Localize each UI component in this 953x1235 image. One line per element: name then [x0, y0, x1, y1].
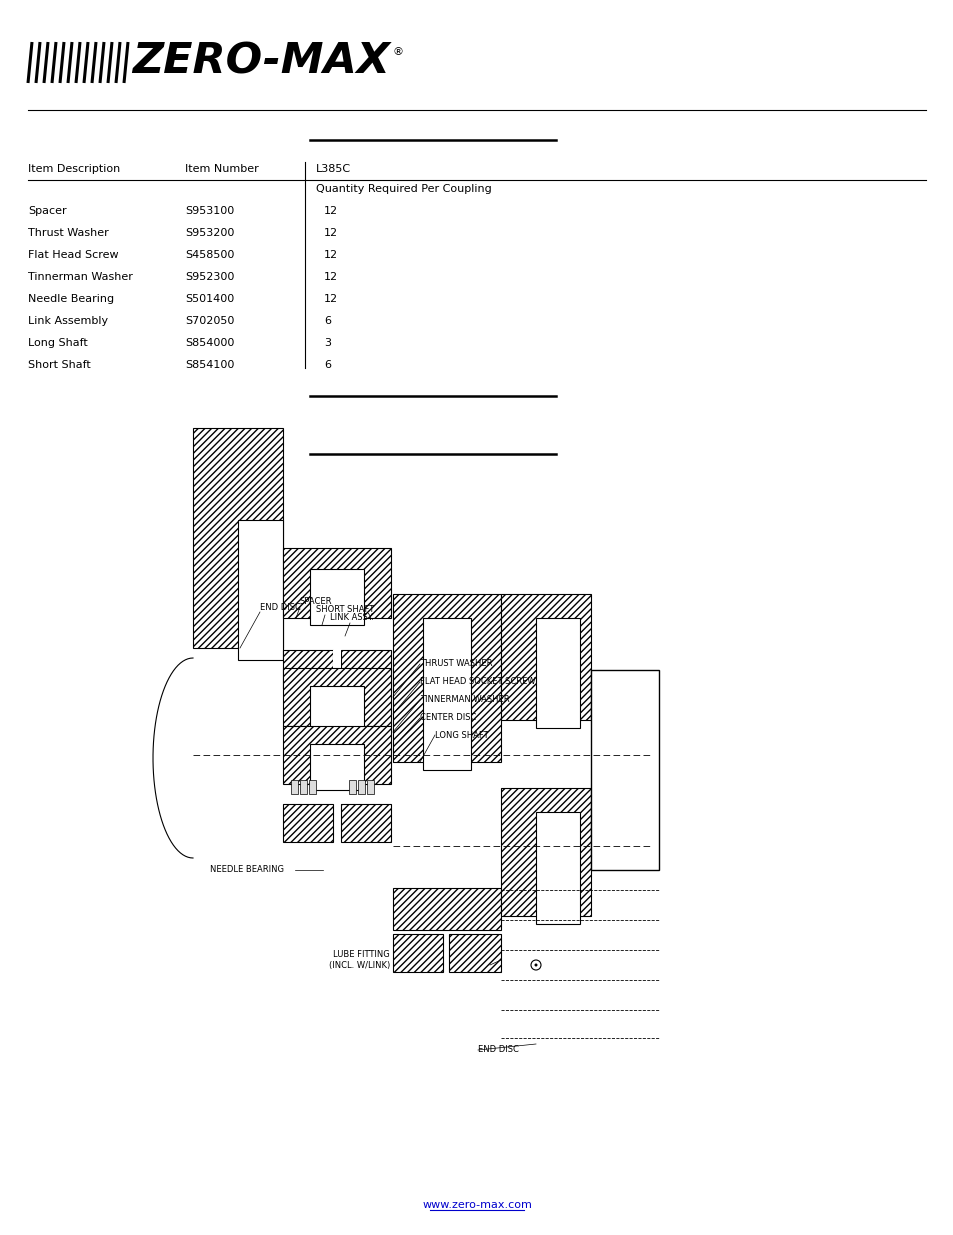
Bar — [291, 781, 297, 794]
Bar — [340, 804, 391, 842]
Circle shape — [534, 963, 537, 967]
Bar — [590, 671, 659, 869]
Bar — [449, 934, 500, 972]
Bar — [333, 650, 340, 688]
Text: S702050: S702050 — [185, 316, 234, 326]
Text: Short Shaft: Short Shaft — [28, 359, 91, 370]
Text: S952300: S952300 — [185, 272, 234, 282]
Bar — [283, 668, 391, 726]
Bar — [367, 680, 374, 694]
Bar — [393, 594, 500, 762]
Bar — [393, 888, 500, 930]
Text: END DISC: END DISC — [260, 603, 300, 613]
Bar — [309, 781, 315, 794]
Text: Needle Bearing: Needle Bearing — [28, 294, 114, 304]
Text: 12: 12 — [324, 228, 337, 238]
Bar — [349, 781, 355, 794]
Bar — [500, 594, 590, 720]
Text: L385C: L385C — [315, 164, 351, 174]
Text: 6: 6 — [324, 359, 331, 370]
Text: Quantity Required Per Coupling: Quantity Required Per Coupling — [315, 184, 491, 194]
Text: Thrust Washer: Thrust Washer — [28, 228, 109, 238]
Text: SPACER: SPACER — [299, 597, 333, 606]
Bar — [340, 804, 391, 842]
Text: Item Description: Item Description — [28, 164, 120, 174]
Text: Spacer: Spacer — [28, 206, 67, 216]
Text: LINK ASSY.: LINK ASSY. — [330, 613, 374, 622]
Bar — [283, 726, 391, 784]
Text: 12: 12 — [324, 272, 337, 282]
Text: Long Shaft: Long Shaft — [28, 338, 88, 348]
Bar — [349, 680, 355, 694]
Bar — [422, 618, 471, 769]
Text: S953200: S953200 — [185, 228, 234, 238]
Bar — [283, 726, 391, 784]
Text: 12: 12 — [324, 294, 337, 304]
Text: www.zero-max.com: www.zero-max.com — [421, 1200, 532, 1210]
Bar — [193, 429, 283, 648]
Bar — [283, 804, 333, 842]
Bar — [393, 594, 500, 762]
Text: S501400: S501400 — [185, 294, 234, 304]
Bar — [340, 650, 391, 688]
Bar — [340, 650, 391, 688]
Bar — [283, 804, 333, 842]
Bar — [393, 934, 442, 972]
Bar — [237, 520, 283, 659]
Text: LONG SHAFT: LONG SHAFT — [435, 730, 488, 740]
Text: FLAT HEAD SOCKET SCREW: FLAT HEAD SOCKET SCREW — [419, 678, 535, 687]
Text: S854000: S854000 — [185, 338, 234, 348]
Text: Flat Head Screw: Flat Head Screw — [28, 249, 118, 261]
Bar — [357, 680, 365, 694]
Bar — [283, 650, 333, 688]
Text: CENTER DISC: CENTER DISC — [419, 714, 476, 722]
Bar — [310, 685, 364, 732]
Circle shape — [531, 960, 540, 969]
Text: Link Assembly: Link Assembly — [28, 316, 108, 326]
Bar — [449, 934, 500, 972]
Text: 12: 12 — [324, 206, 337, 216]
Bar — [393, 934, 442, 972]
Bar — [500, 788, 590, 916]
Text: ZERO-MAX: ZERO-MAX — [132, 41, 390, 83]
Text: NEEDLE BEARING: NEEDLE BEARING — [210, 866, 284, 874]
Text: Item Number: Item Number — [185, 164, 258, 174]
Text: S854100: S854100 — [185, 359, 234, 370]
Bar — [393, 888, 500, 930]
Text: 12: 12 — [324, 249, 337, 261]
Bar — [283, 650, 333, 688]
Bar — [310, 569, 364, 625]
Bar — [536, 618, 579, 727]
Text: 6: 6 — [324, 316, 331, 326]
Text: END DISC: END DISC — [477, 1046, 518, 1055]
Bar — [310, 743, 364, 790]
Text: ®: ® — [393, 47, 403, 57]
Bar — [500, 594, 590, 720]
Text: S458500: S458500 — [185, 249, 234, 261]
Bar — [299, 781, 307, 794]
Text: Tinnerman Washer: Tinnerman Washer — [28, 272, 132, 282]
Bar — [367, 781, 374, 794]
Bar — [357, 781, 365, 794]
Bar — [309, 680, 315, 694]
Bar — [536, 811, 579, 924]
Bar — [500, 788, 590, 916]
Bar — [299, 680, 307, 694]
Text: S953100: S953100 — [185, 206, 234, 216]
Bar — [283, 548, 391, 618]
Bar — [283, 548, 391, 618]
Text: 3: 3 — [324, 338, 331, 348]
Bar — [291, 680, 297, 694]
Text: LUBE FITTING
(INCL. W/LINK): LUBE FITTING (INCL. W/LINK) — [329, 950, 390, 969]
Text: THRUST WASHER: THRUST WASHER — [419, 659, 492, 668]
Bar — [283, 668, 391, 726]
Text: TINNERMAN WASHER: TINNERMAN WASHER — [419, 695, 509, 704]
Bar — [193, 429, 283, 648]
Text: SHORT SHAFT: SHORT SHAFT — [315, 605, 374, 614]
